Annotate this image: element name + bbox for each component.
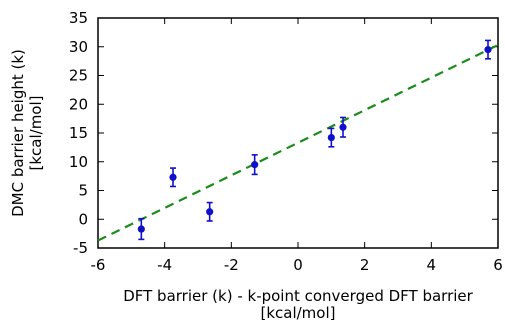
x-tick-label: 6 bbox=[493, 256, 503, 274]
data-point bbox=[251, 154, 259, 176]
y-axis-label-line2: [kcal/mol] bbox=[27, 95, 45, 170]
y-tick-label: 10 bbox=[69, 153, 88, 171]
x-tick-label: -4 bbox=[157, 256, 172, 274]
point-marker bbox=[251, 161, 259, 169]
data-point bbox=[206, 201, 214, 222]
y-tick-label: 5 bbox=[78, 182, 88, 200]
tick-labels: -6 -4 -2 0 2 4 6 -5 0 5 10 15 20 25 30 35 bbox=[69, 9, 503, 274]
y-tick-label: 15 bbox=[69, 124, 88, 142]
x-tick-label: 4 bbox=[427, 256, 437, 274]
ticks bbox=[97, 17, 499, 249]
x-tick-label: 0 bbox=[293, 256, 303, 274]
x-tick-label: 2 bbox=[360, 256, 370, 274]
y-tick-label: 35 bbox=[69, 9, 88, 27]
point-marker bbox=[484, 46, 492, 54]
x-tick-label: -2 bbox=[224, 256, 239, 274]
point-marker bbox=[206, 208, 214, 216]
point-marker bbox=[327, 134, 335, 142]
y-axis-label-line1: DMC barrier height (k) bbox=[9, 49, 27, 217]
point-marker bbox=[137, 225, 145, 233]
y-tick-label: 30 bbox=[69, 38, 88, 56]
y-tick-label: 0 bbox=[78, 210, 88, 228]
data-point bbox=[484, 39, 492, 60]
y-tick-label: -5 bbox=[73, 239, 88, 257]
data-point bbox=[169, 167, 177, 188]
y-tick-label: 20 bbox=[69, 95, 88, 113]
point-marker bbox=[169, 173, 177, 181]
data-points bbox=[137, 39, 492, 241]
x-axis-label-line1: DFT barrier (k) - k-point converged DFT … bbox=[123, 287, 473, 305]
fit-line bbox=[97, 44, 499, 242]
data-point bbox=[327, 127, 335, 148]
data-point bbox=[137, 217, 145, 241]
x-axis-label-line2: [kcal/mol] bbox=[260, 304, 335, 322]
point-marker bbox=[339, 123, 347, 131]
fit-line-group bbox=[97, 44, 499, 242]
plot-frame bbox=[97, 17, 499, 249]
x-tick-label: -6 bbox=[91, 256, 106, 274]
data-point bbox=[339, 116, 347, 138]
y-tick-label: 25 bbox=[69, 67, 88, 85]
